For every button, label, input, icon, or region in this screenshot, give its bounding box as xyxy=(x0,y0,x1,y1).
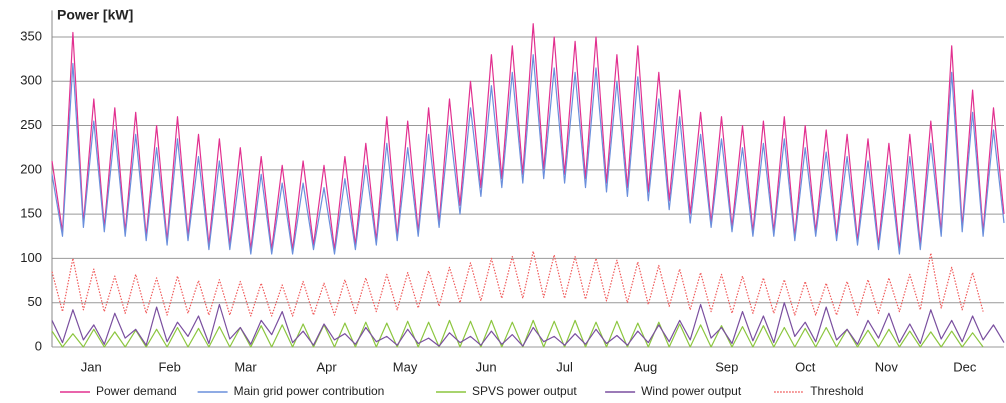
legend-label: Wind power output xyxy=(641,384,742,398)
x-tick-label: Jun xyxy=(476,359,497,374)
series-line xyxy=(51,302,1005,347)
y-tick-label: 100 xyxy=(20,250,42,265)
y-tick-label: 300 xyxy=(20,73,42,88)
y-tick-label: 350 xyxy=(20,28,42,43)
y-tick-label: 0 xyxy=(35,338,42,353)
series-line xyxy=(51,54,1005,255)
series-line xyxy=(51,250,984,317)
x-tick-label: Sep xyxy=(715,359,738,374)
chart-title: Power [kW] xyxy=(57,7,133,23)
y-tick-label: 150 xyxy=(20,206,42,221)
x-tick-label: Dec xyxy=(953,359,977,374)
x-tick-label: Jul xyxy=(556,359,573,374)
x-tick-label: May xyxy=(393,359,418,374)
x-tick-label: Feb xyxy=(158,359,180,374)
x-tick-label: Aug xyxy=(634,359,657,374)
x-tick-label: Apr xyxy=(316,359,337,374)
legend-label: SPVS power output xyxy=(472,384,577,398)
x-tick-label: Oct xyxy=(795,359,816,374)
legend-label: Power demand xyxy=(96,384,177,398)
legend-label: Threshold xyxy=(810,384,863,398)
x-tick-label: Nov xyxy=(875,359,899,374)
legend-label: Main grid power contribution xyxy=(234,384,385,398)
y-tick-label: 50 xyxy=(28,294,42,309)
y-tick-label: 200 xyxy=(20,161,42,176)
series-line xyxy=(51,23,1005,251)
x-tick-label: Mar xyxy=(234,359,257,374)
series-line xyxy=(51,319,984,348)
y-tick-label: 250 xyxy=(20,117,42,132)
x-tick-label: Jan xyxy=(81,359,102,374)
